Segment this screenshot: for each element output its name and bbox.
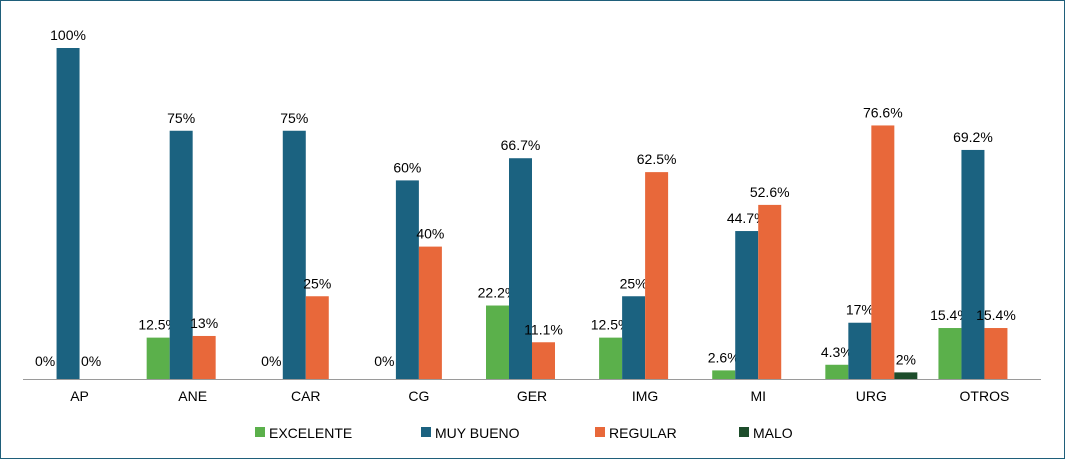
legend-label-excelente: EXCELENTE bbox=[269, 425, 352, 441]
legend-swatch-regular bbox=[595, 427, 605, 437]
bar-img-excelente bbox=[599, 337, 623, 379]
data-label-urg-malo: 2% bbox=[896, 351, 916, 367]
data-label-mi-muy-bueno: 44.7% bbox=[727, 210, 767, 226]
x-tick-label-mi: MI bbox=[750, 388, 766, 404]
bar-urg-regular bbox=[871, 125, 895, 379]
bar-img-regular bbox=[645, 172, 669, 379]
data-label-ap-excelente: 0% bbox=[35, 353, 55, 369]
data-label-img-regular: 62.5% bbox=[637, 151, 677, 167]
data-label-otros-regular: 15.4% bbox=[976, 307, 1016, 323]
bar-img-muy-bueno bbox=[622, 296, 646, 379]
data-label-cg-muy-bueno: 60% bbox=[393, 159, 421, 175]
bar-cg-regular bbox=[418, 246, 442, 379]
data-label-cg-regular: 40% bbox=[416, 226, 444, 242]
x-tick-label-otros: OTROS bbox=[960, 388, 1010, 404]
bar-ane-muy-bueno bbox=[169, 130, 193, 379]
legend-label-regular: REGULAR bbox=[609, 425, 677, 441]
data-label-cg-excelente: 0% bbox=[374, 353, 394, 369]
x-tick-label-car: CAR bbox=[291, 388, 321, 404]
data-label-ger-muy-bueno: 66.7% bbox=[501, 137, 541, 153]
legend-label-muy-bueno: MUY BUENO bbox=[435, 425, 520, 441]
data-label-car-excelente: 0% bbox=[261, 353, 281, 369]
bar-ger-muy-bueno bbox=[509, 158, 532, 379]
bar-mi-excelente bbox=[712, 370, 736, 379]
bar-otros-excelente bbox=[938, 328, 962, 379]
bar-otros-muy-bueno bbox=[961, 149, 985, 379]
x-tick-label-ap: AP bbox=[70, 388, 89, 404]
bar-ger-excelente bbox=[486, 305, 509, 379]
data-label-ap-regular: 0% bbox=[81, 353, 101, 369]
bar-urg-muy-bueno bbox=[848, 322, 872, 379]
data-label-car-muy-bueno: 75% bbox=[280, 110, 308, 126]
data-label-mi-regular: 52.6% bbox=[750, 184, 790, 200]
data-label-urg-muy-bueno: 17% bbox=[846, 302, 874, 318]
x-tick-label-ger: GER bbox=[517, 388, 547, 404]
x-tick-label-img: IMG bbox=[632, 388, 658, 404]
data-label-mi-excelente: 2.6% bbox=[708, 349, 740, 365]
x-tick-label-urg: URG bbox=[856, 388, 887, 404]
bar-urg-malo bbox=[894, 372, 918, 379]
bar-otros-regular bbox=[984, 328, 1008, 379]
bar-cg-muy-bueno bbox=[395, 180, 419, 379]
legend-swatch-excelente bbox=[255, 427, 265, 437]
legend-swatch-malo bbox=[739, 427, 749, 437]
data-label-otros-muy-bueno: 69.2% bbox=[953, 129, 993, 145]
bar-car-regular bbox=[305, 296, 329, 379]
x-tick-label-ane: ANE bbox=[178, 388, 207, 404]
data-label-car-regular: 25% bbox=[303, 275, 331, 291]
data-label-urg-regular: 76.6% bbox=[863, 104, 903, 120]
data-label-urg-excelente: 4.3% bbox=[821, 344, 853, 360]
data-label-ger-regular: 11.1% bbox=[524, 321, 563, 337]
bar-car-muy-bueno bbox=[282, 130, 306, 379]
data-label-img-muy-bueno: 25% bbox=[620, 275, 648, 291]
legend-swatch-muy-bueno bbox=[421, 427, 431, 437]
x-tick-label-cg: CG bbox=[408, 388, 429, 404]
data-label-ane-regular: 13% bbox=[190, 315, 218, 331]
data-label-ane-excelente: 12.5% bbox=[138, 317, 178, 333]
data-label-otros-excelente: 15.4% bbox=[930, 307, 970, 323]
bar-ane-excelente bbox=[146, 337, 170, 379]
data-label-ap-muy-bueno: 100% bbox=[50, 27, 86, 43]
bar-mi-regular bbox=[758, 204, 782, 379]
bar-urg-excelente bbox=[825, 364, 849, 379]
bar-mi-muy-bueno bbox=[735, 231, 759, 379]
bar-ger-regular bbox=[532, 342, 555, 379]
legend-label-malo: MALO bbox=[753, 425, 793, 441]
bar-ap-muy-bueno bbox=[56, 48, 80, 379]
data-label-ane-muy-bueno: 75% bbox=[167, 110, 195, 126]
data-label-img-excelente: 12.5% bbox=[591, 317, 631, 333]
bar-ane-regular bbox=[192, 335, 216, 379]
data-label-ger-excelente: 22.2% bbox=[478, 285, 518, 301]
